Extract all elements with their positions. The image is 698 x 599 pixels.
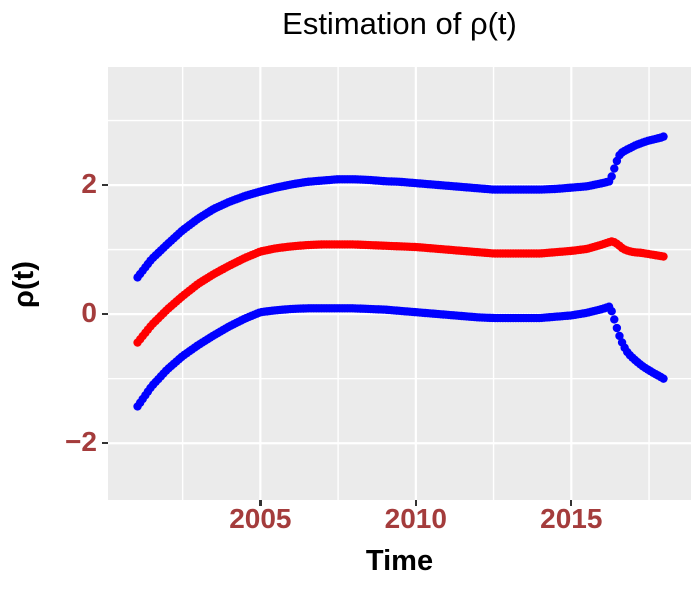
lower-confidence-band-series [133,302,668,411]
x-tick-mark [570,500,573,506]
y-tick-mark [102,183,108,187]
data-series [133,132,668,411]
plot-panel [108,67,691,500]
x-tick-label: 2005 [229,503,292,534]
upper-confidence-band-series [133,132,668,282]
y-axis-title: ρ(t) [2,224,46,344]
x-axis-title: Time [365,545,434,577]
plot-title: Estimation of ρ(t) [282,6,517,41]
y-tick-label: −2 [65,426,97,458]
y-tick-mark [102,442,108,445]
rho-estimate-series [133,237,668,347]
y-tick-mark [102,312,108,316]
x-tick-mark [259,500,262,506]
y-tick-label: 0 [81,297,97,329]
x-tick-label: 2010 [384,503,447,534]
x-tick-mark [414,500,417,506]
x-tick-label: 2015 [540,503,603,534]
y-axis-title-text: ρ(t) [7,260,40,308]
y-tick-label: 2 [81,168,97,200]
